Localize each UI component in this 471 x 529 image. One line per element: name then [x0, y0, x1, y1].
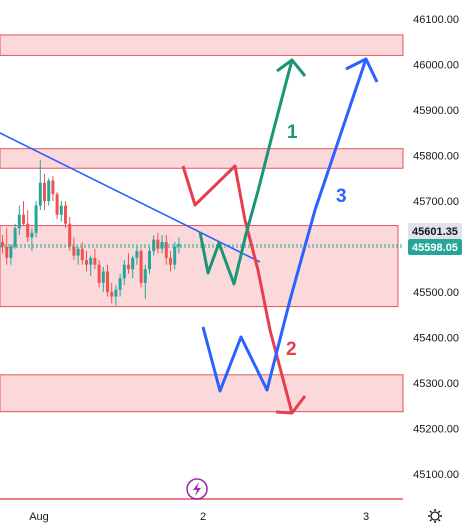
candle: [169, 251, 172, 272]
zone-4[interactable]: [0, 374, 404, 413]
supply-demand-zones: [0, 34, 404, 413]
scenario-2-arrowhead: [275, 395, 307, 415]
scenario-2-path[interactable]: [181, 164, 294, 414]
candle: [127, 253, 130, 274]
candle: [51, 175, 55, 201]
zone-2[interactable]: [0, 148, 404, 169]
candle: [13, 223, 17, 249]
price-tick-label: 45100.00: [413, 469, 459, 481]
price-tags: 45601.35 45598.05: [408, 223, 462, 255]
candle: [38, 160, 42, 211]
candle: [114, 285, 118, 306]
price-tick-label: 45800.00: [413, 151, 459, 163]
candle: [177, 237, 181, 254]
candle: [22, 201, 25, 227]
svg-text:45598.05: 45598.05: [412, 242, 458, 254]
candle: [101, 266, 105, 292]
price-tick-label: 46000.00: [413, 60, 459, 72]
svg-text:45601.35: 45601.35: [412, 226, 458, 238]
candle: [118, 273, 122, 297]
last-price-tag: 45598.05: [408, 239, 462, 255]
descending-trendline[interactable]: [0, 132, 261, 263]
candle: [9, 244, 13, 265]
candle: [72, 237, 76, 261]
time-label-aug: Aug: [29, 511, 49, 523]
candle: [59, 201, 63, 222]
candle: [5, 228, 9, 265]
scenario-1-path[interactable]: [198, 59, 294, 286]
candle: [93, 248, 97, 270]
price-tick-label: 45900.00: [413, 105, 459, 117]
price-tick-label: 45200.00: [413, 424, 459, 436]
candle: [80, 241, 84, 265]
scenario-3-arrowhead: [345, 57, 379, 83]
zone-1[interactable]: [0, 34, 404, 56]
candle: [156, 232, 160, 254]
scenario-label-1: 1: [287, 122, 298, 143]
scenario-label-3: 3: [336, 186, 347, 207]
zone-3[interactable]: [0, 225, 399, 308]
candle: [122, 260, 126, 286]
candle: [43, 173, 46, 211]
candle: [143, 264, 147, 299]
candles: [1, 160, 181, 306]
candle: [64, 201, 67, 229]
scenario-label-2: 2: [286, 339, 297, 360]
candle: [110, 282, 114, 304]
candle: [139, 248, 143, 288]
price-tick-label: 45400.00: [413, 333, 459, 345]
time-axis[interactable]: Aug 2 3: [29, 511, 369, 523]
candle: [89, 255, 93, 277]
candle: [55, 191, 59, 220]
candle: [106, 264, 109, 297]
scenario-1-arrowhead: [276, 58, 307, 77]
candle: [85, 251, 88, 272]
candle: [160, 235, 164, 254]
candle: [131, 255, 135, 279]
candle: [135, 246, 139, 265]
candle: [30, 228, 34, 252]
marker-price-tag: 45601.35: [408, 223, 462, 239]
candle: [26, 210, 30, 242]
price-tick-label: 45500.00: [413, 287, 459, 299]
candle: [76, 246, 80, 265]
candle: [34, 201, 38, 238]
candle: [97, 260, 101, 288]
price-tick-label: 45300.00: [413, 378, 459, 390]
candle: [148, 246, 151, 274]
candle: [173, 241, 177, 270]
scenario-3-path[interactable]: [201, 58, 368, 393]
time-label-2: 2: [200, 511, 206, 523]
time-label-3: 3: [363, 511, 369, 523]
gear-icon[interactable]: [428, 509, 442, 523]
candle: [164, 235, 168, 265]
price-tick-label: 46100.00: [413, 14, 459, 26]
price-tick-label: 45700.00: [413, 196, 459, 208]
candle: [17, 205, 21, 236]
candle: [1, 235, 4, 254]
candle: [47, 178, 51, 206]
lightning-icon[interactable]: [186, 478, 208, 500]
